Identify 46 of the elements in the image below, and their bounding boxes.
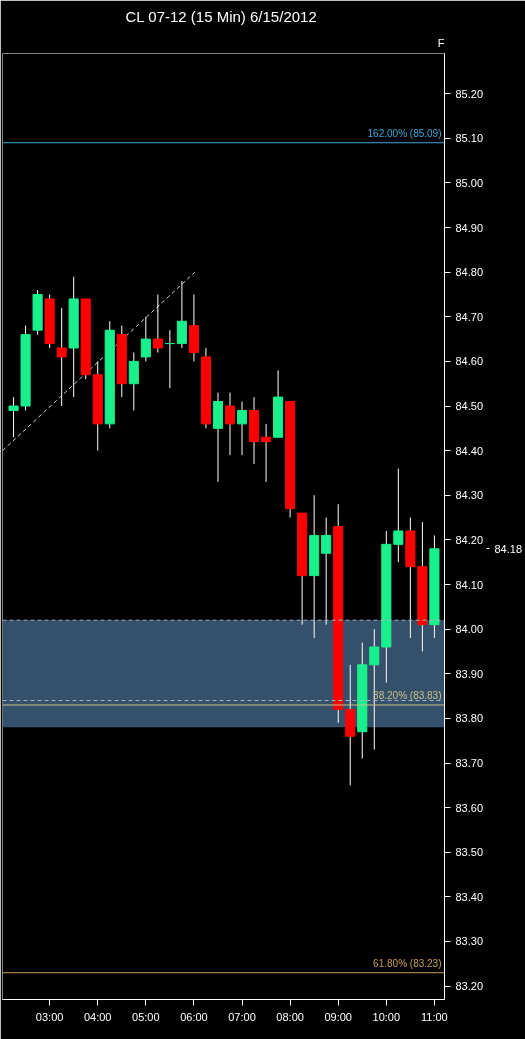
x-tick-label: 08:00 [276,1010,304,1023]
candlestick [140,316,151,362]
x-tick-label: 11:00 [421,1010,448,1023]
y-tick-label: 84.40 [455,444,484,457]
candlestick [224,392,236,456]
x-tick-label: 03:00 [35,1010,64,1023]
y-tick-label: 85.10 [455,132,484,145]
text: F [437,36,445,49]
text: 84.18 [494,542,523,555]
candlestick [8,396,19,438]
y-tick-label: 83.60 [455,801,484,814]
candlestick [56,307,67,407]
y-tick-label: 83.80 [455,712,484,725]
y-tick-label: 83.90 [455,667,484,680]
x-tick-label: 06:00 [180,1010,208,1023]
y-tick-label: 84.60 [455,355,484,368]
y-tick-label: 84.00 [455,623,484,636]
x-tick-label: 04:00 [83,1010,112,1023]
x-tick-label: 10:00 [372,1010,401,1023]
x-tick-label: 07:00 [228,1010,256,1023]
y-tick-label: 84.30 [455,489,484,502]
y-tick-label: 84.50 [455,400,484,413]
candlestick [152,293,163,353]
y-tick-label: 83.50 [455,846,484,859]
y-tick-label: 83.70 [455,757,484,769]
x-tick-label: 05:00 [132,1010,160,1023]
y-tick-label: 84.20 [455,533,484,546]
x-tick-label: 09:00 [324,1010,352,1023]
y-tick-label: 83.40 [455,890,484,903]
y-tick-label: 85.20 [455,87,484,100]
candlestick [236,401,248,456]
candlestick [261,423,272,483]
y-tick-label: 84.80 [455,266,484,279]
candlestick [164,329,175,389]
candlestick [128,351,139,411]
chart-title: CL 07-12 (15 Min) 6/15/2012 [125,7,317,25]
candlestick [176,280,187,349]
y-tick-label: 84.10 [455,578,484,591]
ref-line-label: 162.00% (85.09) [367,127,442,139]
y-tick-label: 84.70 [455,310,484,323]
y-tick-label: 83.30 [455,935,484,948]
y-tick-label: 85.00 [455,176,484,189]
ref-line-label: 61.80% (83.23) [373,957,442,969]
y-tick-label: 84.90 [455,221,484,234]
candlestick [321,517,332,626]
y-tick-label: 83.20 [455,980,484,993]
